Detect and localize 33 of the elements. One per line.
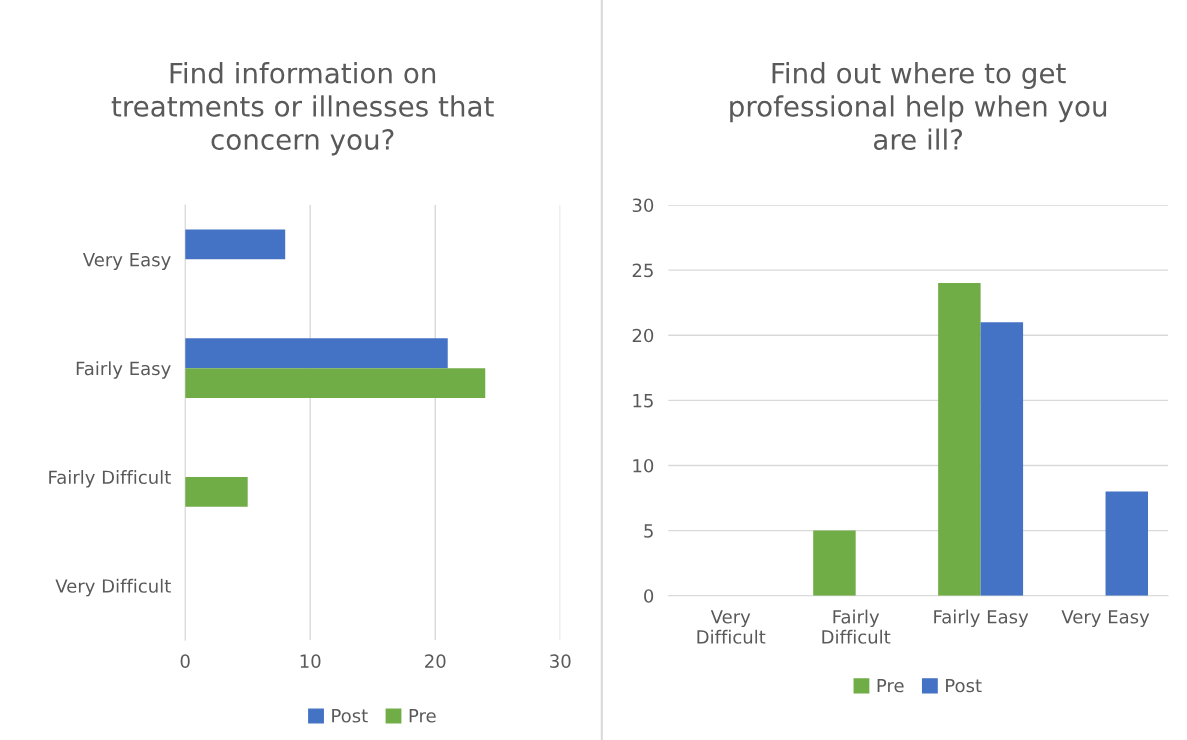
x-tick-label: Fairly Easy [934,609,1029,628]
y-tick-label: 20 [632,328,654,343]
y-tick-label: 10 [633,458,654,473]
legend-label: Pre [409,709,436,723]
y-tick-label: 30 [632,198,654,213]
x-tick-label: Fairly Difficult [822,609,891,644]
y-tick-label: Very Difficult [55,578,171,597]
bar [185,338,448,369]
y-tick-label: Fairly Difficult [49,470,171,488]
bar [938,283,981,596]
x-tick-label: 20 [425,654,446,668]
legend-label: Post [332,709,368,723]
x-tick-label: Very Easy [1061,610,1150,628]
chart-title: Find information on treatments or illnesses that concern you? [111,62,494,156]
y-tick-label: 25 [632,263,653,278]
x-tick-label: 10 [300,654,321,668]
x-tick-label: Very Difficult [697,610,766,644]
y-tick-label: 5 [644,524,653,538]
y-tick-label: 0 [644,589,654,603]
y-tick-label: 15 [633,394,653,408]
bar [185,368,486,399]
bar [980,322,1024,596]
bar [1105,491,1149,596]
bar [185,476,248,507]
bar [185,229,286,260]
x-tick-label: 0 [180,654,190,668]
y-tick-label: Very Easy [82,253,171,270]
chart-title: Find out where to get professional help when you are ill? [730,62,1107,151]
bar [813,530,856,596]
x-tick-label: 30 [550,654,571,668]
y-tick-label: Fairly Easy [76,361,171,379]
legend-label: Post [946,678,982,693]
legend-label: Pre [877,678,904,693]
